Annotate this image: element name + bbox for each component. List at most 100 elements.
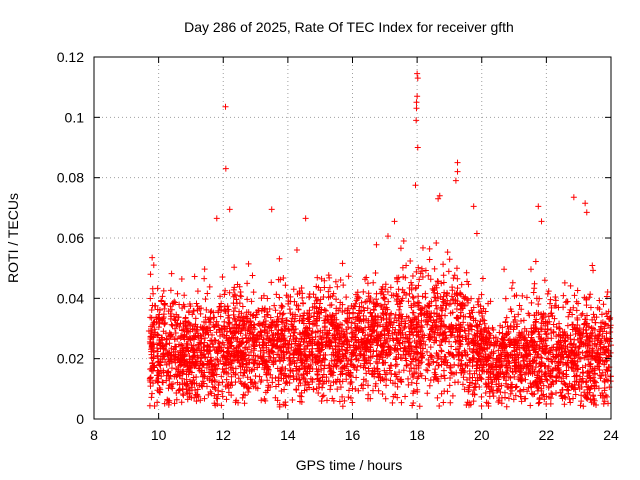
data-point [526, 312, 533, 319]
data-point [327, 371, 334, 378]
data-point [285, 373, 292, 380]
data-point [375, 387, 382, 394]
data-point [544, 290, 551, 297]
data-point [434, 394, 441, 401]
data-point [462, 332, 469, 339]
x-tick-label: 22 [539, 427, 555, 443]
data-point [344, 330, 351, 337]
data-point [280, 274, 287, 281]
data-point [384, 288, 391, 295]
data-point [160, 311, 167, 318]
data-point [553, 324, 560, 331]
data-point [339, 393, 346, 400]
data-point [364, 280, 371, 287]
data-point [522, 376, 529, 383]
data-point [444, 249, 451, 256]
data-point [525, 384, 532, 391]
data-point [193, 300, 200, 307]
data-point [435, 278, 442, 285]
data-point [388, 310, 395, 317]
data-point [226, 289, 233, 296]
data-point [372, 383, 379, 390]
data-point [321, 284, 328, 291]
x-tick-label: 16 [345, 427, 361, 443]
data-point [516, 388, 523, 395]
data-point [446, 382, 453, 389]
data-point [386, 365, 393, 372]
data-point [313, 305, 320, 312]
data-point [548, 356, 555, 363]
data-point [339, 260, 346, 267]
data-point [400, 367, 407, 374]
data-point [343, 318, 350, 325]
data-point [396, 312, 403, 319]
data-point [289, 396, 296, 403]
data-point [288, 340, 295, 347]
data-point [440, 399, 447, 406]
data-point [564, 322, 571, 329]
data-point [283, 317, 290, 324]
data-point [573, 363, 580, 370]
data-point [457, 289, 464, 296]
data-point [339, 341, 346, 348]
data-point [456, 332, 463, 339]
data-point [528, 390, 535, 397]
data-point [518, 398, 525, 405]
data-point [396, 369, 403, 376]
data-point [197, 397, 204, 404]
data-point [537, 325, 544, 332]
data-point [513, 323, 520, 330]
data-point [422, 341, 429, 348]
data-point [167, 287, 174, 294]
data-point [240, 372, 247, 379]
data-point [377, 302, 384, 309]
data-point [320, 371, 327, 378]
data-point [268, 279, 275, 286]
data-point [465, 281, 472, 288]
data-point [352, 386, 359, 393]
data-point [440, 279, 447, 286]
data-point [222, 308, 229, 315]
data-point [362, 324, 369, 331]
data-point [510, 396, 517, 403]
data-point [258, 397, 265, 404]
data-point [261, 366, 268, 373]
grid [94, 57, 611, 419]
data-point [444, 297, 451, 304]
data-point [517, 317, 524, 324]
data-point [410, 322, 417, 329]
data-point [374, 365, 381, 372]
data-point [479, 316, 486, 323]
y-tick-label: 0.02 [57, 351, 84, 367]
data-point [382, 321, 389, 328]
data-point [471, 331, 478, 338]
data-point [430, 287, 437, 294]
data-point [545, 288, 552, 295]
data-point [592, 365, 599, 372]
data-point [195, 393, 202, 400]
data-point [339, 378, 346, 385]
data-point [252, 373, 259, 380]
data-point [244, 364, 251, 371]
data-point [499, 324, 506, 331]
data-point [438, 373, 445, 380]
data-point [447, 374, 454, 381]
data-point [476, 371, 483, 378]
data-point [154, 352, 161, 359]
data-point [579, 364, 586, 371]
data-point [532, 319, 539, 326]
data-point [237, 330, 244, 337]
data-point [315, 348, 322, 355]
data-point [396, 306, 403, 313]
data-point [440, 261, 447, 268]
data-point [395, 293, 402, 300]
data-point [568, 364, 575, 371]
data-point [339, 403, 346, 410]
data-point [436, 403, 443, 410]
data-point [200, 361, 207, 368]
data-point [183, 376, 190, 383]
data-point [171, 400, 178, 407]
data-point [428, 317, 435, 324]
